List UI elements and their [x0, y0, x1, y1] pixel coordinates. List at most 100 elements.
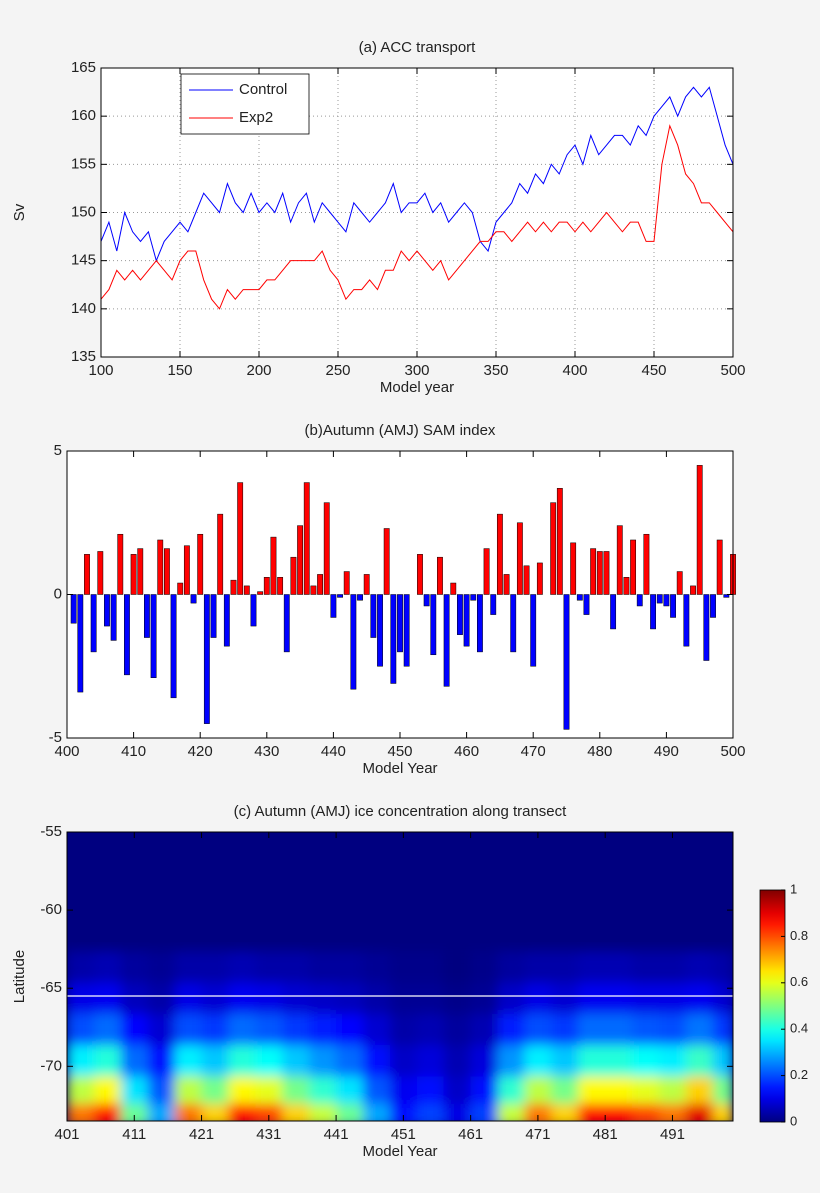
heat-cell: [416, 950, 445, 983]
bar: [210, 594, 217, 638]
heat-cell: [605, 1075, 633, 1104]
heat-cell: [497, 1044, 525, 1077]
bar: [330, 594, 337, 618]
heat-cell: [255, 1103, 283, 1121]
bar: [437, 556, 443, 595]
heat-cell: [443, 982, 472, 1014]
bar: [716, 539, 723, 595]
heat-cell: [309, 982, 337, 1014]
heat-cell: [93, 1013, 122, 1046]
heat-cell: [605, 1103, 633, 1121]
bar: [217, 513, 224, 595]
heat-cell: [712, 1013, 733, 1046]
heat-cell: [712, 950, 733, 983]
heat-cell: [201, 982, 229, 1014]
bar: [377, 594, 383, 667]
heat-cell: [605, 1013, 633, 1046]
y-tick-label: -65: [40, 979, 62, 996]
heat-cell: [93, 982, 122, 1014]
x-tick-label: 420: [188, 743, 213, 760]
bar: [510, 594, 517, 653]
y-tick-label: 155: [71, 155, 96, 172]
bar: [610, 594, 617, 630]
x-tick-label: 451: [391, 1126, 416, 1143]
bar: [124, 594, 130, 676]
x-tick-label: 421: [189, 1126, 214, 1143]
y-tick-label: 160: [71, 107, 96, 124]
bar: [636, 594, 643, 607]
bar: [556, 488, 563, 595]
bar: [403, 594, 410, 667]
heat-cell: [93, 1044, 122, 1077]
heat-cell: [524, 1013, 552, 1046]
bar: [503, 574, 510, 595]
bar: [290, 556, 297, 595]
colorbar-tick-label: 1: [790, 881, 797, 896]
heat-cell: [470, 950, 499, 983]
heat-cell: [93, 1103, 122, 1121]
bar: [523, 565, 530, 595]
heat-cell: [228, 1013, 256, 1046]
bar: [550, 502, 557, 595]
bar: [723, 594, 730, 598]
heat-cell: [174, 1013, 203, 1046]
bar: [423, 594, 430, 607]
heat-cell: [605, 982, 633, 1014]
bar: [390, 594, 397, 684]
heat-cell: [497, 982, 525, 1014]
heat-cell: [632, 1075, 660, 1104]
bar: [656, 594, 663, 604]
heat-cell: [201, 950, 229, 983]
bar: [470, 594, 477, 601]
heat-cell: [470, 1044, 499, 1077]
bar: [70, 594, 77, 624]
heat-cell: [120, 982, 149, 1014]
heat-cell: [659, 1103, 687, 1121]
x-tick-label: 450: [641, 362, 666, 379]
bar: [337, 594, 343, 598]
bar: [670, 594, 676, 618]
bar: [463, 594, 470, 647]
bar: [530, 594, 537, 667]
bar: [303, 482, 310, 595]
bar: [170, 594, 177, 699]
x-tick-label: 411: [122, 1126, 146, 1143]
x-tick-label: 500: [720, 362, 745, 379]
bar: [570, 542, 577, 595]
heat-cell: [443, 1075, 472, 1104]
plot-frame: [66, 831, 734, 1122]
bar: [603, 551, 610, 595]
chart-title: (c) Autumn (AMJ) ice concentration along…: [234, 803, 567, 820]
bar: [596, 551, 603, 595]
bar: [177, 582, 184, 595]
bar: [144, 594, 150, 638]
heat-cell: [67, 982, 95, 1014]
bar: [203, 594, 210, 724]
heat-cell: [309, 1103, 337, 1121]
heat-cell: [685, 1075, 714, 1104]
heat-cell: [632, 982, 660, 1014]
bar: [283, 594, 290, 653]
heat-cell: [67, 1013, 95, 1046]
bar: [297, 525, 304, 595]
heat-cell: [363, 950, 391, 983]
heat-cell: [174, 950, 203, 983]
heat-cell: [685, 1013, 714, 1046]
bar: [250, 594, 257, 627]
heat-cell: [578, 1103, 606, 1121]
heat-cell: [389, 1013, 418, 1046]
heat-cell: [659, 950, 687, 983]
heat-cell: [659, 1075, 687, 1104]
heat-cell: [470, 982, 499, 1014]
heat-cell: [685, 1044, 714, 1077]
heat-cell: [201, 1075, 229, 1104]
bar: [263, 577, 270, 595]
heat-cell: [336, 982, 364, 1014]
heat-cell: [228, 1103, 256, 1121]
bar: [643, 533, 650, 595]
bar: [104, 594, 110, 627]
heat-cell: [120, 1044, 149, 1077]
x-tick-label: 431: [256, 1126, 281, 1143]
bar: [696, 465, 703, 595]
y-tick-label: -70: [40, 1057, 62, 1074]
